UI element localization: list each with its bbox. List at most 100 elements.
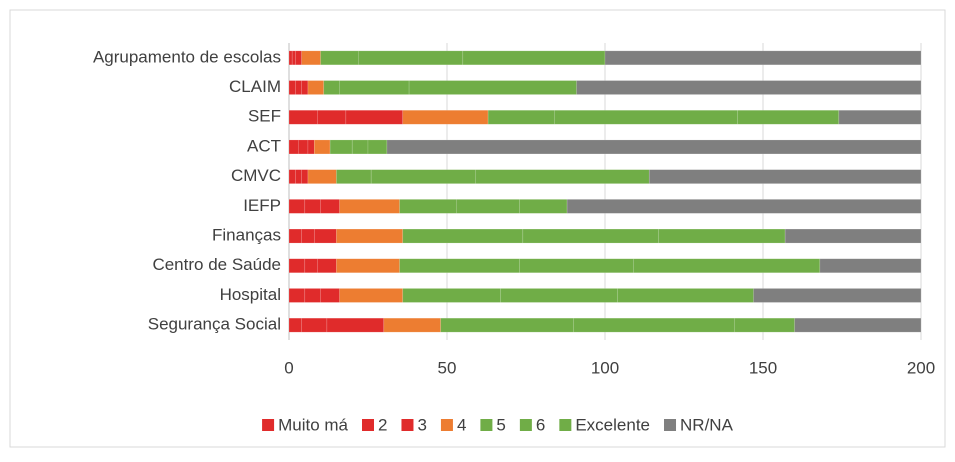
legend-swatch — [401, 419, 414, 431]
bar-segment — [336, 169, 372, 184]
bar-segment — [288, 258, 306, 274]
legend-label: NR/NA — [680, 415, 734, 434]
x-tick-label: 50 — [438, 358, 457, 377]
bar-segment — [358, 50, 464, 66]
bar-segment — [301, 169, 309, 184]
bar-segment — [320, 50, 359, 66]
bar-segment — [573, 317, 735, 333]
bar-segment — [339, 80, 410, 95]
x-tick-label: 100 — [591, 358, 619, 377]
bar-segment — [351, 139, 369, 155]
chart-frame — [9, 9, 946, 448]
bar-segment — [819, 258, 922, 274]
bar-segment — [838, 109, 922, 125]
bar-segment — [295, 169, 302, 184]
bar-segment — [336, 228, 404, 244]
bar-segment — [648, 169, 922, 184]
bar-segment — [500, 288, 618, 303]
bar-segment — [307, 80, 325, 95]
legend-label: 2 — [378, 415, 387, 434]
x-tick-label: 0 — [284, 358, 293, 377]
bar-segment — [304, 258, 318, 274]
bar-segment — [317, 258, 337, 274]
bar-segment — [295, 50, 302, 66]
bar-segment — [288, 50, 293, 66]
bar-segment — [462, 50, 606, 66]
bar-segment — [345, 109, 404, 125]
legend-label: 6 — [536, 415, 545, 434]
bar-segment — [617, 288, 754, 303]
bar-segment — [456, 199, 520, 214]
bar-segment — [288, 288, 306, 303]
bar-segment — [320, 199, 340, 214]
y-tick-label: Centro de Saúde — [152, 255, 281, 274]
bar-segment — [386, 139, 922, 155]
bar-segment — [313, 228, 337, 244]
bar-segment — [475, 169, 650, 184]
bar-segment — [295, 80, 302, 95]
bar-segment — [301, 317, 328, 333]
legend-swatch — [519, 419, 532, 431]
legend-label: 4 — [457, 415, 466, 434]
bar-segment — [522, 228, 660, 244]
bar-segment — [339, 288, 404, 303]
bar-segment — [304, 199, 321, 214]
bar-segment — [304, 288, 321, 303]
legend-label: Excelente — [575, 415, 650, 434]
y-tick-label: CLAIM — [229, 77, 281, 96]
bar-segment — [784, 228, 922, 244]
y-tick-label: Hospital — [220, 285, 281, 304]
bar-segment — [658, 228, 786, 244]
bar-segment — [288, 199, 306, 214]
y-tick-label: Segurança Social — [148, 315, 281, 334]
bar-segment — [408, 80, 577, 95]
legend-swatch — [664, 419, 677, 431]
x-tick-label: 150 — [749, 358, 777, 377]
bar-segment — [519, 258, 634, 274]
legend-label: 3 — [417, 415, 426, 434]
y-tick-label: ACT — [247, 136, 281, 155]
bar-segment — [298, 139, 309, 155]
y-tick-label: Finanças — [212, 226, 281, 245]
bar-segment — [329, 139, 353, 155]
bar-segment — [734, 317, 795, 333]
bar-segment — [301, 228, 315, 244]
bar-segment — [339, 199, 400, 214]
bar-segment — [554, 109, 739, 125]
x-tick-label: 200 — [907, 358, 935, 377]
bar-segment — [633, 258, 821, 274]
bar-segment — [288, 139, 299, 155]
y-tick-label: CMVC — [231, 166, 281, 185]
bar-segment — [487, 109, 555, 125]
y-tick-label: SEF — [248, 107, 281, 126]
bar-segment — [301, 50, 321, 66]
bar-segment — [320, 288, 340, 303]
bar-segment — [288, 80, 296, 95]
bar-segment — [291, 50, 296, 66]
bar-segment — [288, 109, 318, 125]
bar-segment — [370, 169, 476, 184]
bar-segment — [301, 80, 309, 95]
bar-segment — [753, 288, 922, 303]
y-tick-label: Agrupamento de escolas — [93, 47, 281, 66]
bar-segment — [399, 199, 457, 214]
bar-segment — [307, 169, 337, 184]
bar-segment — [794, 317, 922, 333]
bar-segment — [288, 228, 302, 244]
bar-segment — [383, 317, 441, 333]
legend-swatch — [480, 419, 493, 431]
bar-segment — [440, 317, 574, 333]
bar-segment — [313, 139, 331, 155]
legend-swatch — [559, 419, 572, 431]
bar-segment — [326, 317, 385, 333]
legend-swatch — [362, 419, 374, 431]
legend-swatch — [262, 419, 275, 431]
bar-segment — [317, 109, 347, 125]
legend-label: Muito má — [278, 415, 348, 434]
bar-segment — [288, 317, 302, 333]
bar-segment — [307, 139, 315, 155]
bar-segment — [288, 169, 296, 184]
bar-segment — [323, 80, 340, 95]
bar-segment — [399, 258, 520, 274]
